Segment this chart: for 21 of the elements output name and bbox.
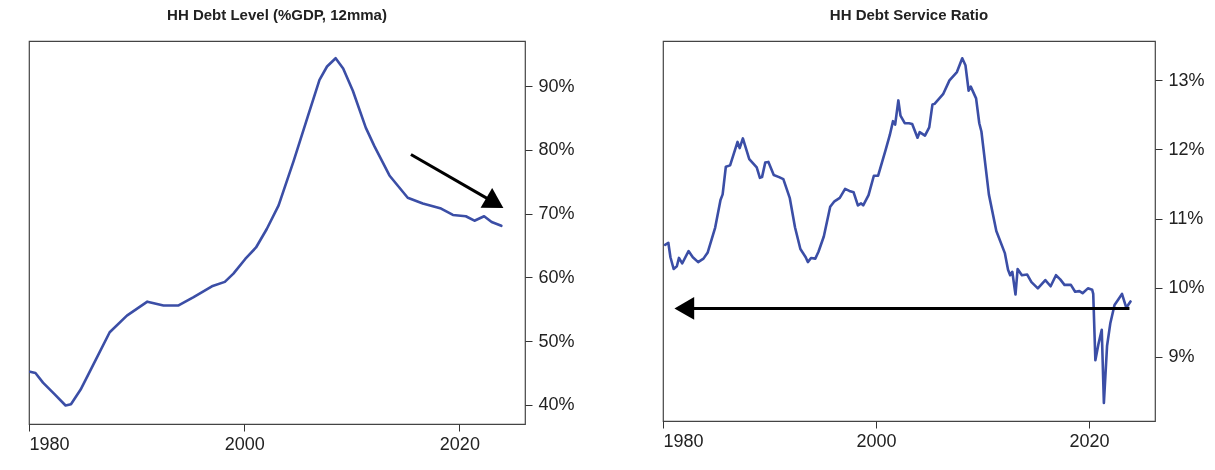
y-tick-label: 50% (538, 330, 575, 351)
line-series (29, 56, 503, 407)
y-tick-label: 9% (1168, 346, 1195, 367)
x-tick-label: 2000 (856, 430, 897, 451)
x-tick-label: 2020 (1069, 430, 1110, 451)
y-tick-label: 80% (538, 139, 575, 160)
y-tick-label: 90% (538, 75, 575, 96)
line-series (663, 56, 1132, 405)
y-tick-label: 10% (1168, 277, 1205, 298)
x-tick-label: 1980 (29, 433, 70, 454)
x-tick-label: 2020 (439, 433, 480, 454)
y-tick-label: 12% (1168, 138, 1205, 159)
x-tick-label: 1980 (663, 430, 704, 451)
y-tick-label: 13% (1168, 69, 1205, 90)
y-tick-label: 40% (538, 394, 575, 415)
y-tick-label: 11% (1168, 208, 1204, 229)
x-tick-label: 2000 (224, 433, 265, 454)
y-tick-label: 70% (538, 203, 575, 224)
chart-title: HH Debt Level (%GDP, 12mma) (167, 6, 387, 23)
chart-title: HH Debt Service Ratio (829, 6, 989, 23)
y-tick-label: 60% (538, 266, 575, 287)
